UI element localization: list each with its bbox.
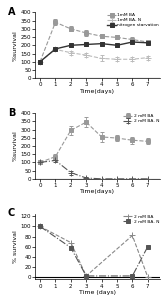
Y-axis label: %survival: %survival <box>13 30 18 61</box>
Y-axis label: %survival: %survival <box>13 130 18 161</box>
Y-axis label: % survival: % survival <box>13 230 18 263</box>
Text: C: C <box>8 208 15 218</box>
X-axis label: Time(days): Time(days) <box>80 189 115 194</box>
X-axis label: Time (days): Time (days) <box>79 290 116 295</box>
Text: B: B <box>8 108 15 118</box>
X-axis label: Time(days): Time(days) <box>80 89 115 94</box>
Text: A: A <box>8 7 16 17</box>
Legend: 2 mM BA, 2 mM BA- N: 2 mM BA, 2 mM BA- N <box>123 214 160 224</box>
Legend: 2 mM BA, 2 mM BA- N: 2 mM BA, 2 mM BA- N <box>123 114 160 124</box>
Legend: 1mM BA, 1mM BA- N, nitrogen starvation: 1mM BA, 1mM BA- N, nitrogen starvation <box>107 13 160 28</box>
